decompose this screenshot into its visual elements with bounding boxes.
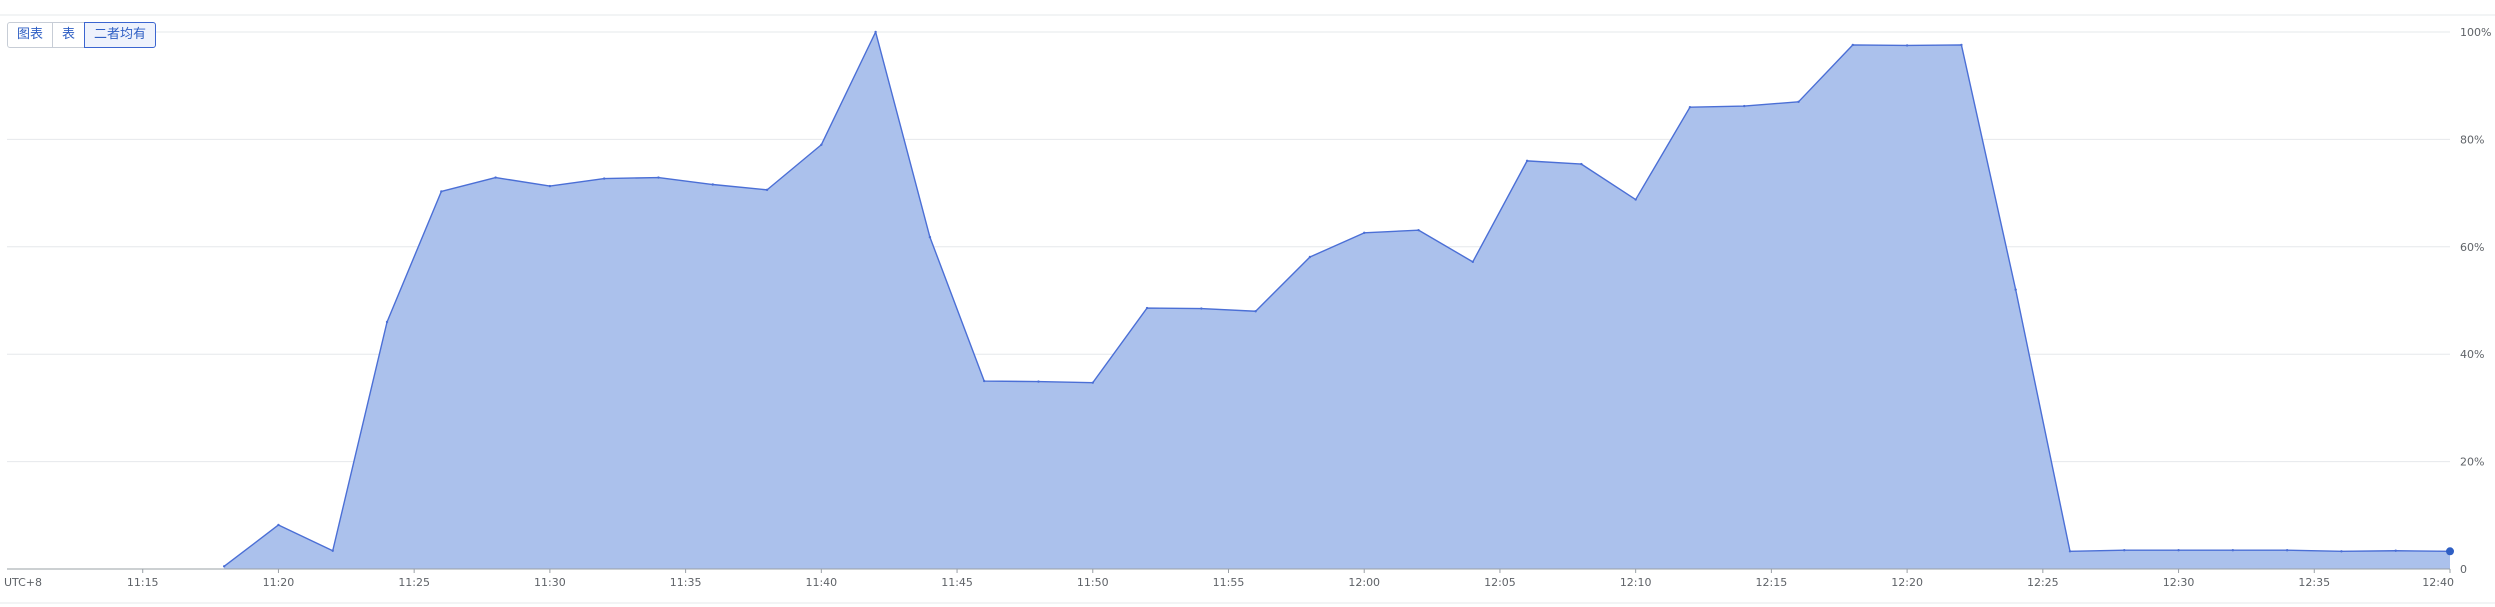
x-tick-label: 12:30	[2163, 576, 2195, 589]
x-tick-label: 12:25	[2027, 576, 2059, 589]
data-point	[548, 184, 552, 188]
data-point	[1960, 43, 1963, 47]
data-point	[1145, 306, 1149, 310]
x-tick-label: 11:50	[1077, 576, 1109, 589]
x-tick-label: 12:15	[1756, 576, 1788, 589]
data-point	[277, 523, 280, 527]
data-point	[657, 176, 660, 179]
data-point	[494, 176, 497, 179]
last-data-point[interactable]	[2446, 547, 2454, 556]
data-point	[2177, 549, 2180, 552]
y-tick-label: 100%	[2460, 26, 2491, 39]
data-point	[1797, 100, 1800, 104]
data-point	[2231, 549, 2235, 552]
view-chart-button[interactable]: 图表	[7, 22, 54, 48]
data-point	[1363, 231, 1366, 235]
x-tick-label: 12:00	[1348, 576, 1380, 589]
timezone-label: UTC+8	[4, 576, 42, 589]
data-point	[2285, 549, 2289, 552]
data-point	[222, 565, 226, 568]
data-point	[1471, 260, 1475, 264]
series-line	[223, 31, 2451, 567]
data-point	[928, 235, 932, 239]
x-tick-label: 11:45	[941, 576, 973, 589]
data-point	[440, 190, 443, 193]
x-tick-label: 11:20	[263, 576, 295, 589]
data-point	[983, 379, 986, 383]
data-point	[1200, 307, 1203, 310]
y-tick-label: 80%	[2460, 133, 2484, 146]
data-point	[331, 549, 334, 552]
data-point	[1308, 255, 1312, 259]
data-point	[1525, 159, 1529, 163]
tick-labels: 0 20% 40% 60% 80% 100% UTC+8 11:15 11:20 11:25 11:…	[4, 26, 2491, 589]
x-tick-label: 12:35	[2298, 576, 2330, 589]
x-tick-label: 12:40	[2422, 576, 2454, 589]
data-point	[1417, 228, 1420, 232]
y-tick-label: 0	[2460, 563, 2467, 576]
view-both-button[interactable]: 二者均有	[84, 22, 157, 48]
data-point	[765, 188, 769, 192]
data-point	[385, 320, 389, 324]
data-point	[1580, 162, 1583, 166]
x-tick-label: 11:40	[805, 576, 837, 589]
data-point	[2340, 550, 2343, 553]
series-area-fill	[224, 32, 2451, 569]
data-point	[2394, 549, 2397, 552]
data-point	[820, 143, 823, 146]
y-tick-label: 60%	[2460, 241, 2484, 254]
x-tick-label: 11:15	[127, 576, 159, 589]
view-toggle-group: 图表 表 二者均有	[7, 22, 157, 48]
x-tick-label: 11:25	[398, 576, 430, 589]
data-point	[1091, 381, 1094, 384]
data-point	[1634, 198, 1637, 201]
data-point	[1254, 310, 1257, 313]
data-point	[1905, 44, 1909, 47]
data-point	[602, 177, 606, 180]
x-tick-label: 12:10	[1620, 576, 1652, 589]
y-tick-label: 20%	[2460, 456, 2484, 469]
data-point	[1688, 105, 1692, 109]
y-tick-label: 40%	[2460, 348, 2484, 361]
x-tick-label: 11:55	[1213, 576, 1245, 589]
x-tick-label: 11:35	[670, 576, 702, 589]
data-point	[1037, 380, 1040, 383]
data-point	[2123, 549, 2126, 552]
data-point	[874, 30, 877, 34]
data-point	[2068, 550, 2072, 553]
view-table-button[interactable]: 表	[52, 22, 86, 48]
data-point	[711, 183, 714, 186]
data-point	[1743, 104, 1746, 108]
data-point	[2014, 288, 2017, 291]
area-series	[222, 30, 2454, 569]
data-point	[1851, 43, 1855, 47]
x-tick-label: 11:30	[534, 576, 566, 589]
x-tick-label: 12:20	[1891, 576, 1923, 589]
axes	[7, 568, 2451, 573]
x-tick-label: 12:05	[1484, 576, 1516, 589]
